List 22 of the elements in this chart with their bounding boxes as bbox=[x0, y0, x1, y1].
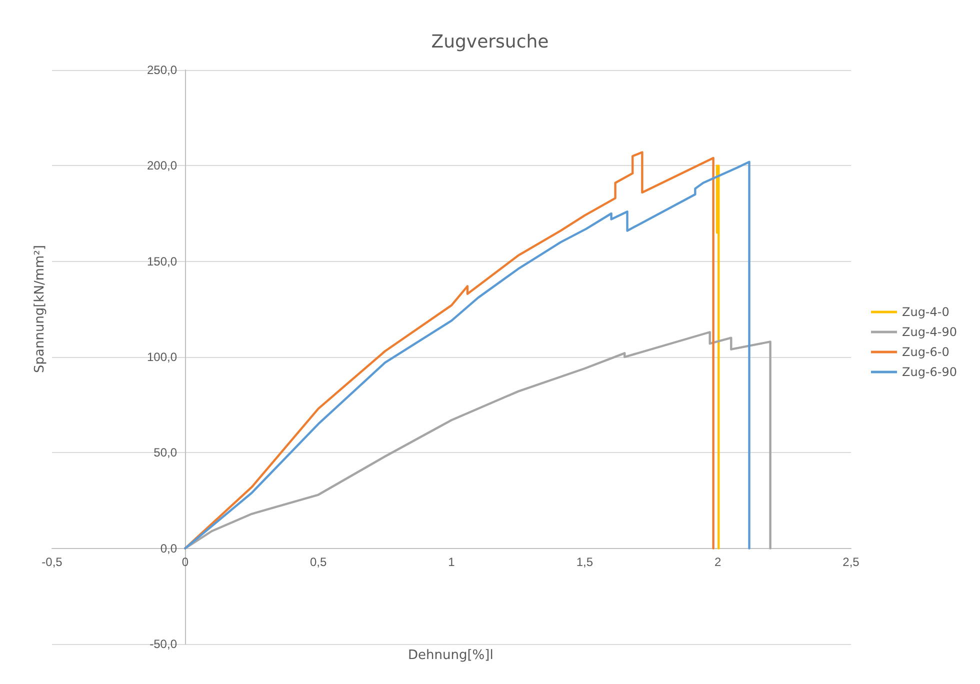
y-tick-label: 200,0 bbox=[146, 158, 178, 173]
chart-title: Zugversuche bbox=[431, 32, 549, 52]
y-tick-label: 150,0 bbox=[146, 254, 178, 268]
x-tick-label: 2,5 bbox=[842, 555, 860, 569]
y-tick-label: 250,0 bbox=[146, 63, 178, 77]
x-tick-label: 0,5 bbox=[310, 555, 327, 569]
line-series bbox=[184, 331, 772, 550]
x-axis-title: Dehnung[%]l bbox=[408, 648, 494, 663]
y-tick-label: 50,0 bbox=[154, 446, 178, 460]
y-tick-label: 100,0 bbox=[146, 350, 178, 364]
y-axis-title: Spannung[kN/mm²] bbox=[32, 245, 48, 373]
y-tick-label: 0,0 bbox=[160, 541, 178, 556]
legend-label: Zug-4-0 bbox=[902, 305, 950, 319]
x-tick-label: -0,5 bbox=[42, 555, 63, 569]
x-tick-label: 1,5 bbox=[576, 555, 594, 569]
legend-label: Zug-6-0 bbox=[902, 345, 950, 359]
legend-label: Zug-6-90 bbox=[902, 365, 958, 379]
legend-label: Zug-4-90 bbox=[902, 325, 958, 339]
x-tick-label: 0 bbox=[182, 555, 189, 569]
x-tick-label: 2 bbox=[714, 555, 722, 569]
y-tick-label: -50,0 bbox=[150, 637, 178, 651]
x-tick-label: 1 bbox=[448, 555, 456, 569]
